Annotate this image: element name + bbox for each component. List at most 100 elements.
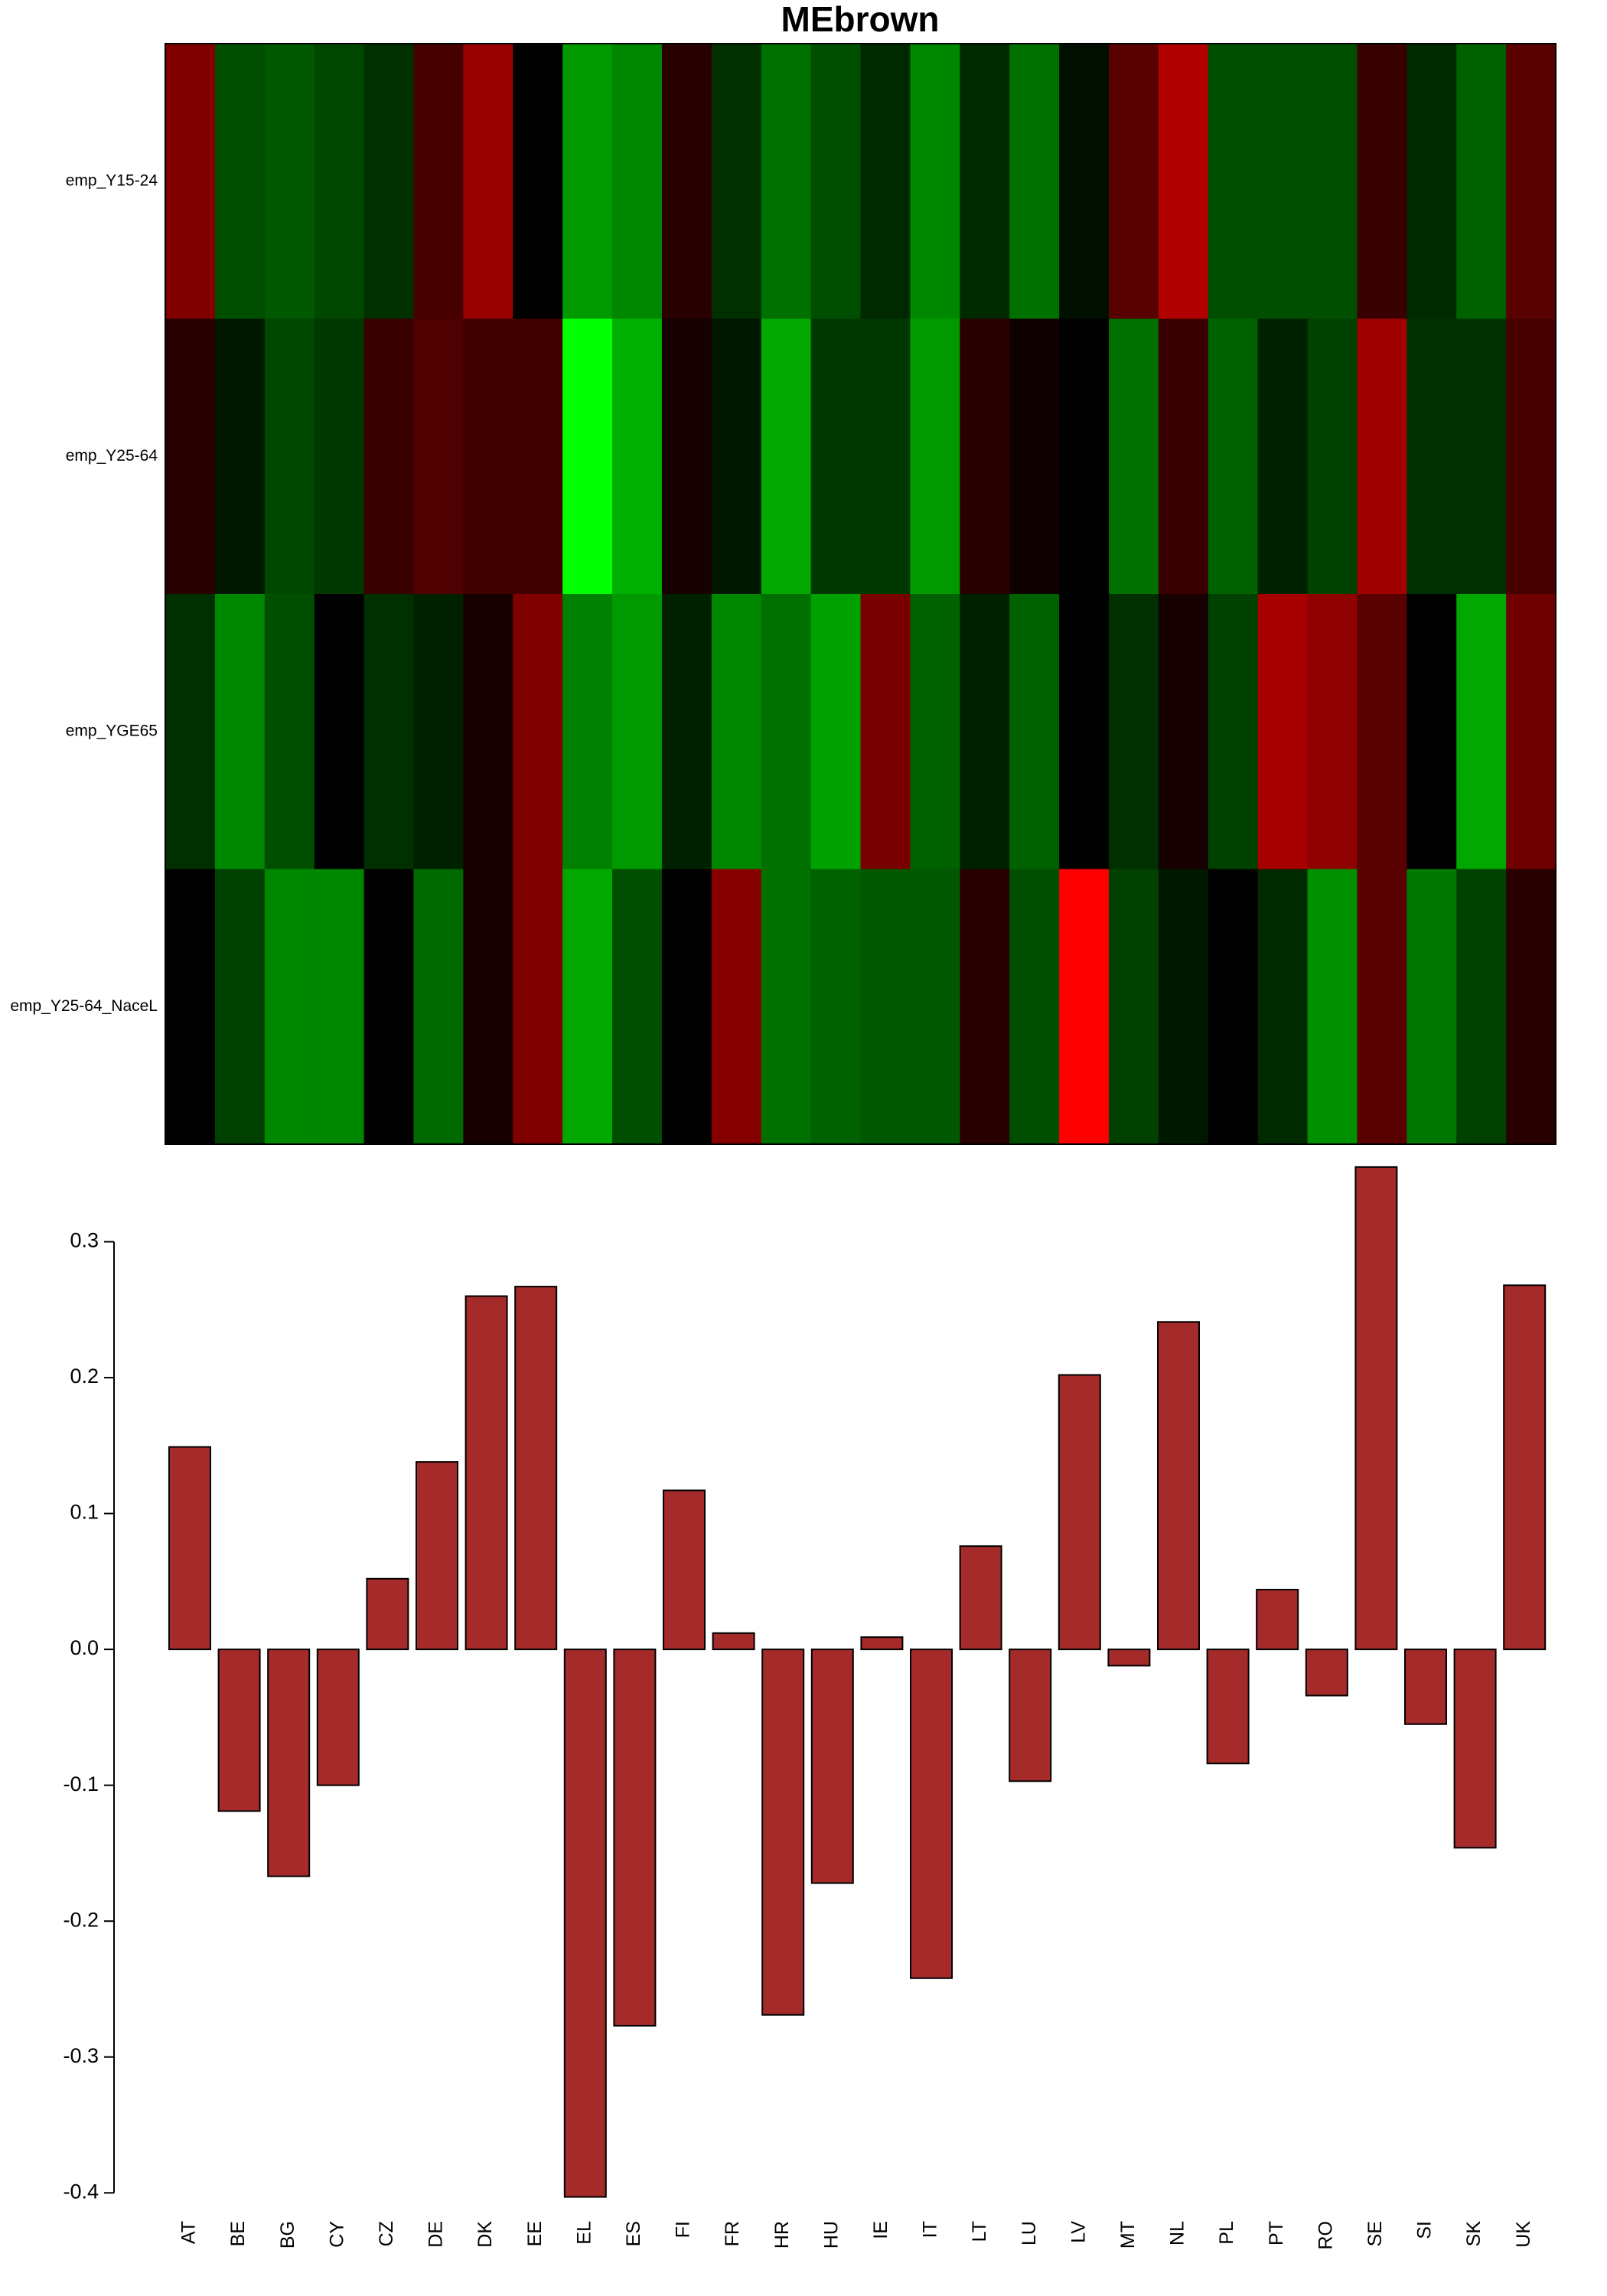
heatmap-cell xyxy=(761,44,812,319)
heatmap-cell xyxy=(1407,318,1457,595)
x-tick-label: HU xyxy=(820,2221,842,2249)
heatmap-cell xyxy=(264,594,315,869)
heatmap-cell xyxy=(1108,869,1159,1145)
heatmap-cell xyxy=(1108,594,1159,869)
x-tick-label: EL xyxy=(573,2221,595,2245)
row-label: emp_Y25-64 xyxy=(66,447,158,465)
x-tick-label: IE xyxy=(870,2221,892,2239)
heatmap-cell xyxy=(1158,594,1209,869)
heatmap-cell xyxy=(661,594,712,869)
x-tick-label: CZ xyxy=(376,2221,397,2246)
x-tick-label: LU xyxy=(1019,2221,1040,2245)
x-tick-label: AT xyxy=(178,2221,200,2244)
x-tick-label: DE xyxy=(425,2221,447,2248)
heatmap-cell xyxy=(562,318,613,595)
heatmap-cell xyxy=(910,594,960,869)
heatmap-cell xyxy=(214,594,266,869)
x-tick-label: HR xyxy=(771,2221,793,2249)
heatmap-cell xyxy=(214,869,266,1145)
x-tick-label: ES xyxy=(623,2221,644,2246)
heatmap-cell xyxy=(711,869,762,1145)
heatmap-cell xyxy=(513,594,563,869)
heatmap-cell xyxy=(413,44,464,319)
heatmap-cell xyxy=(513,318,563,595)
heatmap-cell xyxy=(1009,44,1060,319)
y-tick-label: -0.2 xyxy=(63,1908,99,1931)
heatmap-cell xyxy=(960,869,1010,1145)
bar xyxy=(663,1489,706,1651)
x-tick-label: UK xyxy=(1513,2221,1534,2248)
x-tick-label: RO xyxy=(1315,2221,1336,2250)
heatmap-cell xyxy=(1009,594,1060,869)
heatmap-cell xyxy=(860,869,911,1145)
heatmap-cell xyxy=(1257,44,1309,319)
heatmap-cell xyxy=(513,869,563,1145)
row-label: emp_Y15-24 xyxy=(66,171,158,189)
bar xyxy=(959,1545,1002,1651)
bar xyxy=(1206,1649,1250,1765)
heatmap-cell xyxy=(1307,869,1358,1145)
bar xyxy=(267,1649,311,1877)
heatmap-cell xyxy=(1059,318,1110,595)
heatmap-cell xyxy=(960,318,1010,595)
bar xyxy=(613,1649,657,2027)
x-tick-label: LV xyxy=(1068,2221,1089,2243)
y-tick-label: 0.2 xyxy=(70,1365,99,1388)
heatmap-cell xyxy=(810,318,861,595)
heatmap-cell xyxy=(463,594,513,869)
chart-title: MEbrown xyxy=(781,0,940,39)
heatmap-cell xyxy=(612,44,663,319)
heatmap-cell xyxy=(363,869,414,1145)
heatmap-cell xyxy=(1357,44,1407,319)
heatmap-cell xyxy=(1059,44,1110,319)
heatmap-cell xyxy=(960,44,1010,319)
heatmap-cell xyxy=(165,594,216,869)
x-tick-label: SE xyxy=(1364,2221,1386,2246)
heatmap-cell xyxy=(1158,44,1209,319)
heatmap-cell xyxy=(1357,594,1407,869)
heatmap-cell xyxy=(413,318,464,595)
bar xyxy=(810,1649,854,1884)
heatmap-cell xyxy=(1506,44,1556,319)
heatmap-cell xyxy=(761,318,812,595)
bar xyxy=(1009,1649,1052,1782)
heatmap-cell xyxy=(1158,318,1209,595)
x-tick-label: PL xyxy=(1216,2221,1237,2245)
heatmap-cell xyxy=(463,869,513,1145)
x-tick-label: FR xyxy=(722,2221,743,2246)
bar xyxy=(168,1446,211,1651)
heatmap-cell xyxy=(314,869,365,1145)
heatmap-cell xyxy=(711,318,762,595)
x-tick-label: CY xyxy=(326,2221,347,2248)
y-tick-label: -0.4 xyxy=(63,2180,99,2203)
heatmap-cell xyxy=(165,44,216,319)
heatmap-cell xyxy=(363,594,414,869)
heatmap-cell xyxy=(562,44,613,319)
heatmap-cell xyxy=(264,869,315,1145)
bar xyxy=(1157,1321,1200,1651)
heatmap-cell xyxy=(1407,594,1457,869)
heatmap-cell xyxy=(661,318,712,595)
bar xyxy=(1354,1166,1398,1651)
x-tick-label: MT xyxy=(1117,2221,1139,2249)
row-label: emp_Y25-64_NaceL xyxy=(10,997,158,1015)
heatmap-cell xyxy=(910,869,960,1145)
heatmap-cell xyxy=(910,318,960,595)
heatmap-cell xyxy=(413,869,464,1145)
heatmap-cell xyxy=(1108,318,1159,595)
heatmap-cell xyxy=(612,318,663,595)
heatmap-cell xyxy=(1357,869,1407,1145)
heatmap-cell xyxy=(463,44,513,319)
heatmap-cell xyxy=(1208,44,1259,319)
heatmap-cell xyxy=(661,869,712,1145)
heatmap-cell xyxy=(612,594,663,869)
heatmap-cell xyxy=(463,318,513,595)
x-tick-label: NL xyxy=(1167,2221,1188,2245)
x-tick-label: DK xyxy=(474,2221,496,2248)
heatmap-cell xyxy=(1257,869,1309,1145)
heatmap-cell xyxy=(1158,869,1209,1145)
y-tick-label: -0.3 xyxy=(63,2044,99,2067)
heatmap-cell xyxy=(1009,318,1060,595)
heatmap-cell xyxy=(413,594,464,869)
row-label: emp_YGE65 xyxy=(66,722,158,739)
